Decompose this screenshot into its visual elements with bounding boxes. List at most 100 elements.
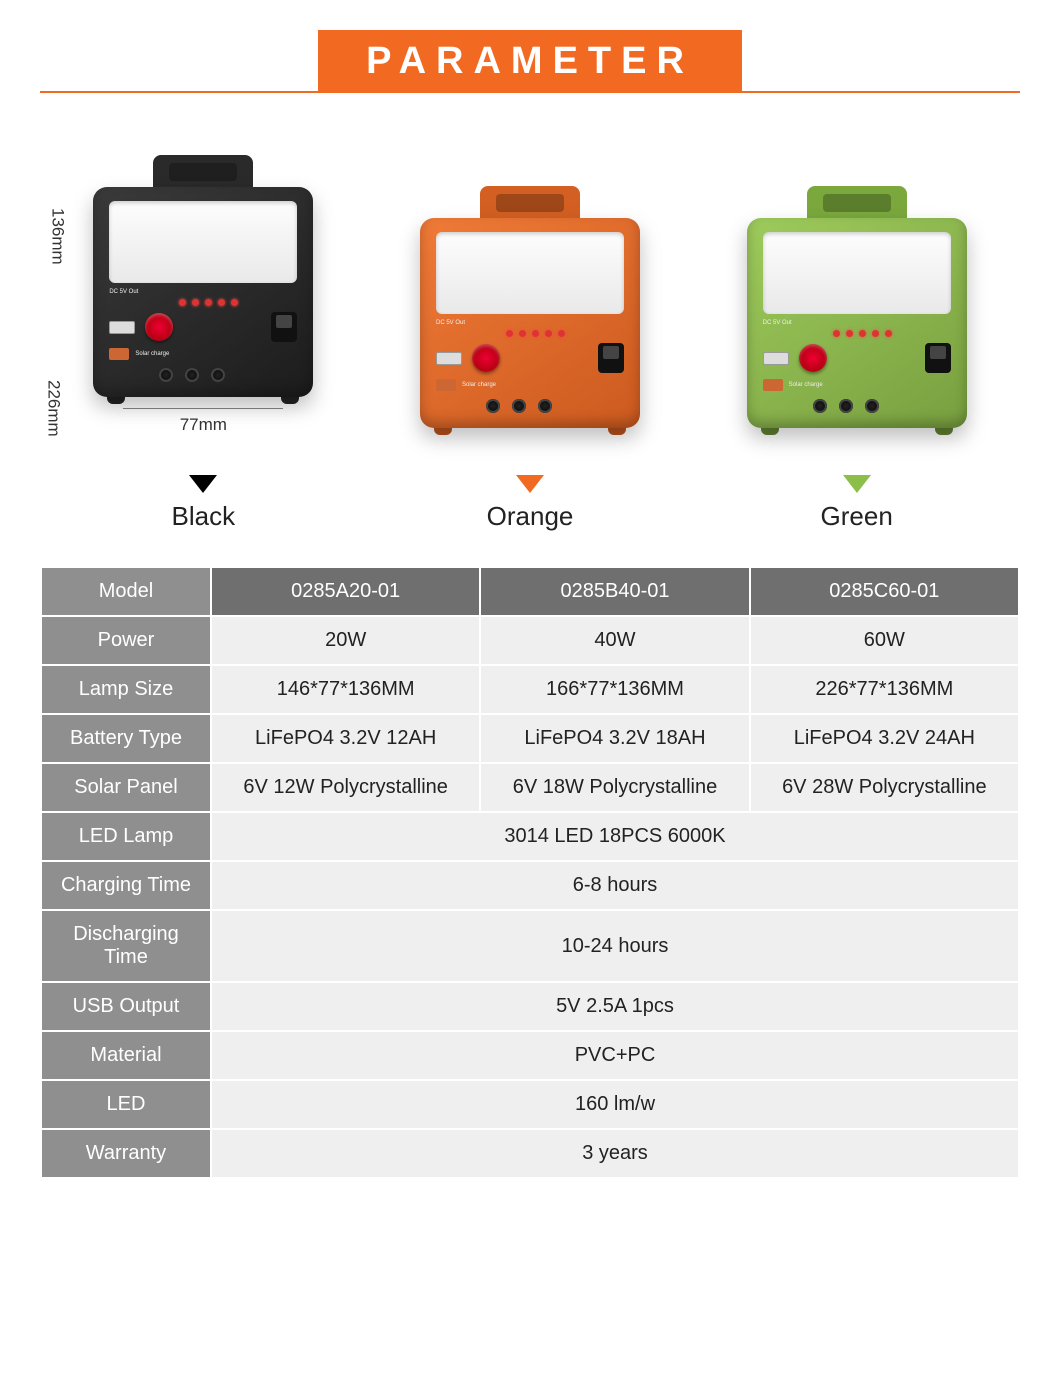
row-label: Discharging Time <box>41 910 211 982</box>
led-dot <box>231 299 238 306</box>
dc-jacks <box>813 399 951 413</box>
header-cell: 0285C60-01 <box>750 567 1019 616</box>
led-dot <box>558 330 565 337</box>
dim-height: 136mm <box>47 208 67 265</box>
dim-depth: 226mm <box>43 380 63 437</box>
led-dot <box>846 330 853 337</box>
cell: 10-24 hours <box>211 910 1019 982</box>
device-wrap: 136mm226mm DC 5V Out Solar charge 77mm <box>93 143 313 447</box>
table-row: Lamp Size146*77*136MM166*77*136MM226*77*… <box>41 665 1019 714</box>
usb-port-icon <box>109 321 135 334</box>
device-body: DC 5V Out Solar charge <box>420 218 640 428</box>
table-row: Battery TypeLiFePO4 3.2V 12AHLiFePO4 3.2… <box>41 714 1019 763</box>
cell: 166*77*136MM <box>480 665 749 714</box>
device: DC 5V Out Solar charge <box>747 186 967 435</box>
title-section: PARAMETER <box>40 30 1020 93</box>
usb-port-icon <box>436 352 462 365</box>
toggle-switch <box>925 343 951 373</box>
led-dot <box>872 330 879 337</box>
solar-port-icon <box>436 379 456 391</box>
dc5v-label: DC 5V Out <box>763 320 951 326</box>
dc-jack <box>185 368 199 382</box>
led-dot <box>192 299 199 306</box>
device-body: DC 5V Out Solar charge <box>93 187 313 397</box>
row-label: Battery Type <box>41 714 211 763</box>
dc-jack <box>839 399 853 413</box>
toggle-switch <box>271 312 297 342</box>
led-dot <box>532 330 539 337</box>
cell: 6V 12W Polycrystalline <box>211 763 480 812</box>
cell: 160 lm/w <box>211 1080 1019 1129</box>
row-label: Material <box>41 1031 211 1080</box>
device-wrap: DC 5V Out Solar charge <box>420 174 640 447</box>
led-dot <box>833 330 840 337</box>
color-marker: Green <box>821 475 893 532</box>
device: DC 5V Out Solar charge <box>93 155 313 404</box>
cell: LiFePO4 3.2V 18AH <box>480 714 749 763</box>
power-knob <box>145 313 173 341</box>
row-label: Warranty <box>41 1129 211 1178</box>
page-title: PARAMETER <box>318 30 742 93</box>
color-label: Green <box>821 501 893 532</box>
color-label: Orange <box>487 501 574 532</box>
dim-line <box>123 408 283 409</box>
cell: LiFePO4 3.2V 24AH <box>750 714 1019 763</box>
solar-label: Solar charge <box>789 382 823 388</box>
header-cell: 0285B40-01 <box>480 567 749 616</box>
solar-port-icon <box>763 379 783 391</box>
dc-jack <box>865 399 879 413</box>
color-marker: Black <box>172 475 236 532</box>
solar-label: Solar charge <box>462 382 496 388</box>
dc5v-label: DC 5V Out <box>436 320 624 326</box>
cell: 40W <box>480 616 749 665</box>
header-cell: 0285A20-01 <box>211 567 480 616</box>
table-row: Solar Panel6V 12W Polycrystalline6V 18W … <box>41 763 1019 812</box>
row-label: Power <box>41 616 211 665</box>
usb-port-icon <box>763 352 789 365</box>
dc-jack <box>512 399 526 413</box>
dc-jack <box>538 399 552 413</box>
device-screen <box>109 201 297 283</box>
led-dot <box>179 299 186 306</box>
device-body: DC 5V Out Solar charge <box>747 218 967 428</box>
triangle-icon <box>843 475 871 493</box>
product-black: 136mm226mm DC 5V Out Solar charge 77mm Bl… <box>50 143 357 532</box>
spec-table: Model0285A20-010285B40-010285C60-01Power… <box>40 566 1020 1179</box>
cell: 20W <box>211 616 480 665</box>
color-label: Black <box>172 501 236 532</box>
led-dot <box>506 330 513 337</box>
dc-jack <box>211 368 225 382</box>
row-label: Solar Panel <box>41 763 211 812</box>
table-row: Warranty3 years <box>41 1129 1019 1178</box>
toggle-switch <box>598 343 624 373</box>
cell: 5V 2.5A 1pcs <box>211 982 1019 1031</box>
cell: LiFePO4 3.2V 12AH <box>211 714 480 763</box>
table-row: LED160 lm/w <box>41 1080 1019 1129</box>
led-dot <box>218 299 225 306</box>
table-row: MaterialPVC+PC <box>41 1031 1019 1080</box>
dim-width: 77mm <box>93 415 313 435</box>
dc5v-label: DC 5V Out <box>109 289 297 295</box>
triangle-icon <box>516 475 544 493</box>
product-orange: DC 5V Out Solar charge Orange <box>377 174 684 532</box>
solar-port-icon <box>109 348 129 360</box>
product-green: DC 5V Out Solar charge Green <box>703 174 1010 532</box>
dc-jack <box>486 399 500 413</box>
dc-jack <box>159 368 173 382</box>
led-indicators <box>109 299 297 306</box>
led-dot <box>205 299 212 306</box>
cell: 6-8 hours <box>211 861 1019 910</box>
dc-jack <box>813 399 827 413</box>
cell: PVC+PC <box>211 1031 1019 1080</box>
cell: 226*77*136MM <box>750 665 1019 714</box>
led-dot <box>859 330 866 337</box>
led-dot <box>545 330 552 337</box>
cell: 6V 28W Polycrystalline <box>750 763 1019 812</box>
solar-label: Solar charge <box>135 351 169 357</box>
table-row: LED Lamp3014 LED 18PCS 6000K <box>41 812 1019 861</box>
table-row: Discharging Time10-24 hours <box>41 910 1019 982</box>
dc-jacks <box>486 399 624 413</box>
row-label: USB Output <box>41 982 211 1031</box>
led-dot <box>885 330 892 337</box>
row-label: LED <box>41 1080 211 1129</box>
